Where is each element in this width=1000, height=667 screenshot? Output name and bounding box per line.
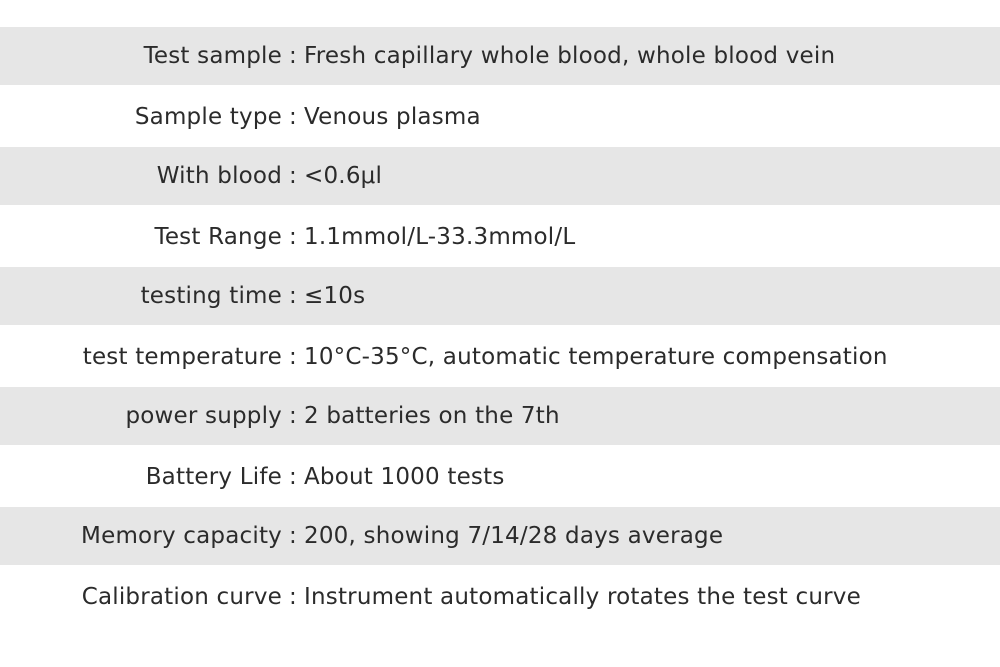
spec-separator: : [289,224,297,250]
spec-separator: : [289,104,297,130]
spec-value: 10°C-35°C, automatic temperature compens… [304,344,888,370]
spec-label: Calibration curve [81,584,282,610]
spec-row-memory-capacity: Memory capacity : 200, showing 7/14/28 d… [0,507,1000,565]
spec-value: About 1000 tests [304,464,505,490]
spec-label: test temperature [82,344,282,370]
spec-separator: : [289,584,297,610]
spec-separator: : [289,43,297,69]
spec-row-testing-time: testing time : ≤10s [0,267,1000,325]
spec-separator: : [289,523,297,549]
spec-label: Sample type [134,104,282,130]
spec-separator: : [289,344,297,370]
spec-value: ≤10s [304,283,366,309]
spec-row-test-range: Test Range : 1.1mmol/L-33.3mmol/L [0,207,1000,267]
spec-separator: : [289,403,297,429]
spec-label: With blood [156,163,282,189]
spec-label: Battery Life [145,464,282,490]
spec-value: Instrument automatically rotates the tes… [304,584,861,610]
spec-value: Venous plasma [304,104,481,130]
spec-table: Test sample : Fresh capillary whole bloo… [0,27,1000,627]
spec-row-test-sample: Test sample : Fresh capillary whole bloo… [0,27,1000,85]
spec-row-battery-life: Battery Life : About 1000 tests [0,447,1000,507]
spec-row-sample-type: Sample type : Venous plasma [0,87,1000,147]
spec-label: testing time [140,283,282,309]
spec-row-power-supply: power supply : 2 batteries on the 7th [0,387,1000,445]
spec-value: 200, showing 7/14/28 days average [304,523,724,549]
spec-row-with-blood: With blood : <0.6μl [0,147,1000,205]
spec-separator: : [289,464,297,490]
spec-label: Memory capacity [81,523,282,549]
spec-separator: : [289,283,297,309]
spec-label: power supply [125,403,282,429]
spec-label: Test Range [154,224,282,250]
spec-value: <0.6μl [304,163,383,189]
spec-value: 1.1mmol/L-33.3mmol/L [304,224,576,250]
spec-row-test-temperature: test temperature : 10°C-35°C, automatic … [0,327,1000,387]
spec-separator: : [289,163,297,189]
spec-row-calibration-curve: Calibration curve : Instrument automatic… [0,567,1000,627]
spec-value: Fresh capillary whole blood, whole blood… [304,43,836,69]
spec-label: Test sample [143,43,282,69]
spec-value: 2 batteries on the 7th [304,403,560,429]
